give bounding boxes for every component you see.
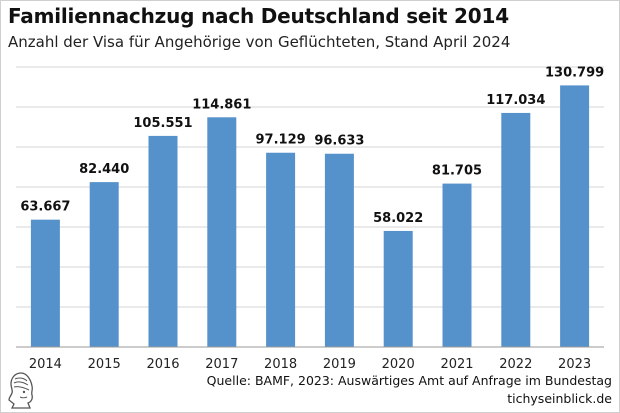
chart-title: Familiennachzug nach Deutschland seit 20…: [8, 4, 509, 28]
x-tick-label: 2020: [382, 357, 415, 372]
x-tick-label: 2014: [29, 357, 62, 372]
data-label: 130.799: [545, 65, 604, 80]
data-label: 58.022: [373, 211, 423, 226]
bar: [324, 153, 354, 347]
data-label: 81.705: [432, 164, 482, 179]
bar: [30, 219, 60, 347]
chart-subtitle: Anzahl der Visa für Angehörige von Geflü…: [8, 33, 511, 51]
x-tick-label: 2023: [558, 357, 591, 372]
bar: [207, 117, 237, 347]
bar: [148, 135, 178, 347]
x-tick-label: 2022: [499, 357, 532, 372]
data-label: 105.551: [133, 116, 192, 131]
bar: [560, 85, 590, 347]
logo-icon: [8, 372, 33, 409]
bar: [501, 112, 531, 347]
x-tick-label: 2021: [440, 357, 473, 372]
bar: [266, 152, 296, 347]
data-label: 63.667: [20, 200, 70, 215]
x-tick-label: 2015: [88, 357, 121, 372]
x-tick-label: 2018: [264, 357, 297, 372]
x-tick-label: 2017: [205, 357, 238, 372]
bar: [89, 182, 119, 347]
bar: [383, 230, 413, 347]
source-note: Quelle: BAMF, 2023: Auswärtiges Amt auf …: [206, 373, 612, 388]
data-label: 82.440: [79, 162, 129, 177]
bar: [442, 183, 472, 347]
data-label: 97.129: [256, 133, 306, 148]
brand-label: tichyseinblick.de: [507, 391, 612, 406]
data-label: 117.034: [486, 93, 545, 108]
x-tick-label: 2019: [323, 357, 356, 372]
x-tick-label: 2016: [146, 357, 179, 372]
data-label: 96.633: [314, 134, 364, 149]
data-label: 114.861: [192, 97, 251, 112]
